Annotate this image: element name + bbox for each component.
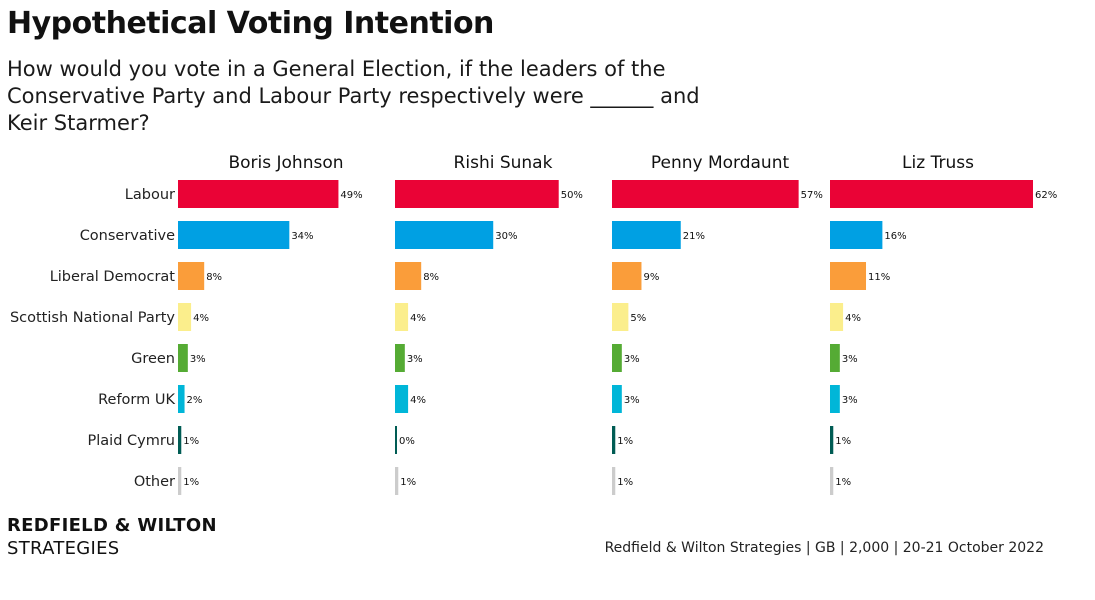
data-label: 1%: [183, 477, 199, 488]
bar: [178, 303, 192, 331]
data-label: 0%: [399, 436, 415, 447]
bar: [612, 262, 642, 290]
category-label: Scottish National Party: [10, 310, 175, 326]
chart-title: Hypothetical Voting Intention: [7, 6, 494, 41]
category-label: Liberal Democrat: [50, 269, 176, 285]
bar: [830, 426, 834, 454]
bar: [395, 221, 494, 249]
bar: [612, 385, 622, 413]
data-label: 34%: [291, 231, 313, 242]
category-label: Labour: [125, 187, 175, 203]
panel-title: Liz Truss: [902, 153, 974, 173]
data-label: 57%: [801, 190, 823, 201]
bar: [612, 303, 629, 331]
data-label: 3%: [190, 354, 206, 365]
data-label: 49%: [340, 190, 362, 201]
data-label: 3%: [407, 354, 423, 365]
panel-title: Boris Johnson: [228, 153, 343, 173]
data-label: 1%: [617, 477, 633, 488]
chart-subtitle: How would you vote in a General Election…: [7, 57, 700, 135]
bar: [178, 467, 182, 495]
bar: [830, 180, 1033, 208]
data-label: 3%: [624, 354, 640, 365]
data-label: 4%: [193, 313, 209, 324]
data-label: 62%: [1035, 190, 1057, 201]
bar: [612, 467, 616, 495]
bar: [830, 344, 840, 372]
data-label: 1%: [183, 436, 199, 447]
data-label: 3%: [624, 395, 640, 406]
brand-name: REDFIELD & WILTON: [7, 515, 217, 536]
data-label: 4%: [845, 313, 861, 324]
category-label: Plaid Cymru: [88, 433, 175, 449]
data-label: 21%: [683, 231, 705, 242]
bar: [395, 344, 405, 372]
data-label: 4%: [410, 313, 426, 324]
brand-subname: STRATEGIES: [7, 538, 120, 559]
data-label: 3%: [842, 395, 858, 406]
bar: [395, 467, 399, 495]
panel-1: Rishi Sunak 50% 30% 8% 4% 3% 4% 0% 1%: [395, 153, 583, 495]
bar: [395, 385, 409, 413]
panel-0: Boris Johnson 49% 34% 8% 4% 3% 2% 1% 1%: [178, 153, 363, 495]
bar: [178, 262, 205, 290]
data-label: 1%: [835, 436, 851, 447]
bar: [830, 262, 867, 290]
bar: [612, 344, 622, 372]
bar: [178, 180, 339, 208]
bar: [395, 426, 397, 454]
data-label: 8%: [206, 272, 222, 283]
category-label: Other: [134, 474, 175, 490]
data-label: 8%: [423, 272, 439, 283]
category-label: Conservative: [80, 228, 175, 244]
data-label: 1%: [835, 477, 851, 488]
data-label: 50%: [561, 190, 583, 201]
bar: [178, 426, 182, 454]
data-label: 30%: [495, 231, 517, 242]
data-label: 1%: [400, 477, 416, 488]
data-label: 3%: [842, 354, 858, 365]
bar: [830, 221, 883, 249]
bar: [178, 385, 185, 413]
bar: [830, 467, 834, 495]
bar: [612, 426, 616, 454]
data-label: 4%: [410, 395, 426, 406]
bar: [178, 221, 290, 249]
data-label: 16%: [884, 231, 906, 242]
bar: [395, 180, 559, 208]
panel-title: Penny Mordaunt: [651, 153, 790, 173]
panel-title: Rishi Sunak: [454, 153, 553, 173]
data-label: 1%: [617, 436, 633, 447]
category-label: Reform UK: [98, 392, 175, 408]
bar-chart: Labour Conservative Liberal Democrat Scotti…: [10, 153, 1057, 495]
panel-2: Penny Mordaunt 57% 21% 9% 5% 3% 3% 1% 1%: [612, 153, 823, 495]
bar: [612, 221, 681, 249]
bar: [830, 385, 840, 413]
category-label: Green: [131, 351, 175, 367]
data-label: 5%: [630, 313, 646, 324]
data-label: 2%: [187, 395, 203, 406]
data-label: 9%: [643, 272, 659, 283]
panel-3: Liz Truss 62% 16% 11% 4% 3% 3% 1% 1%: [830, 153, 1057, 495]
bar: [830, 303, 844, 331]
bar: [395, 303, 409, 331]
data-label: 11%: [868, 272, 890, 283]
bar: [178, 344, 188, 372]
bar: [612, 180, 799, 208]
bar: [395, 262, 422, 290]
source-note: Redfield & Wilton Strategies | GB | 2,00…: [604, 540, 1044, 556]
